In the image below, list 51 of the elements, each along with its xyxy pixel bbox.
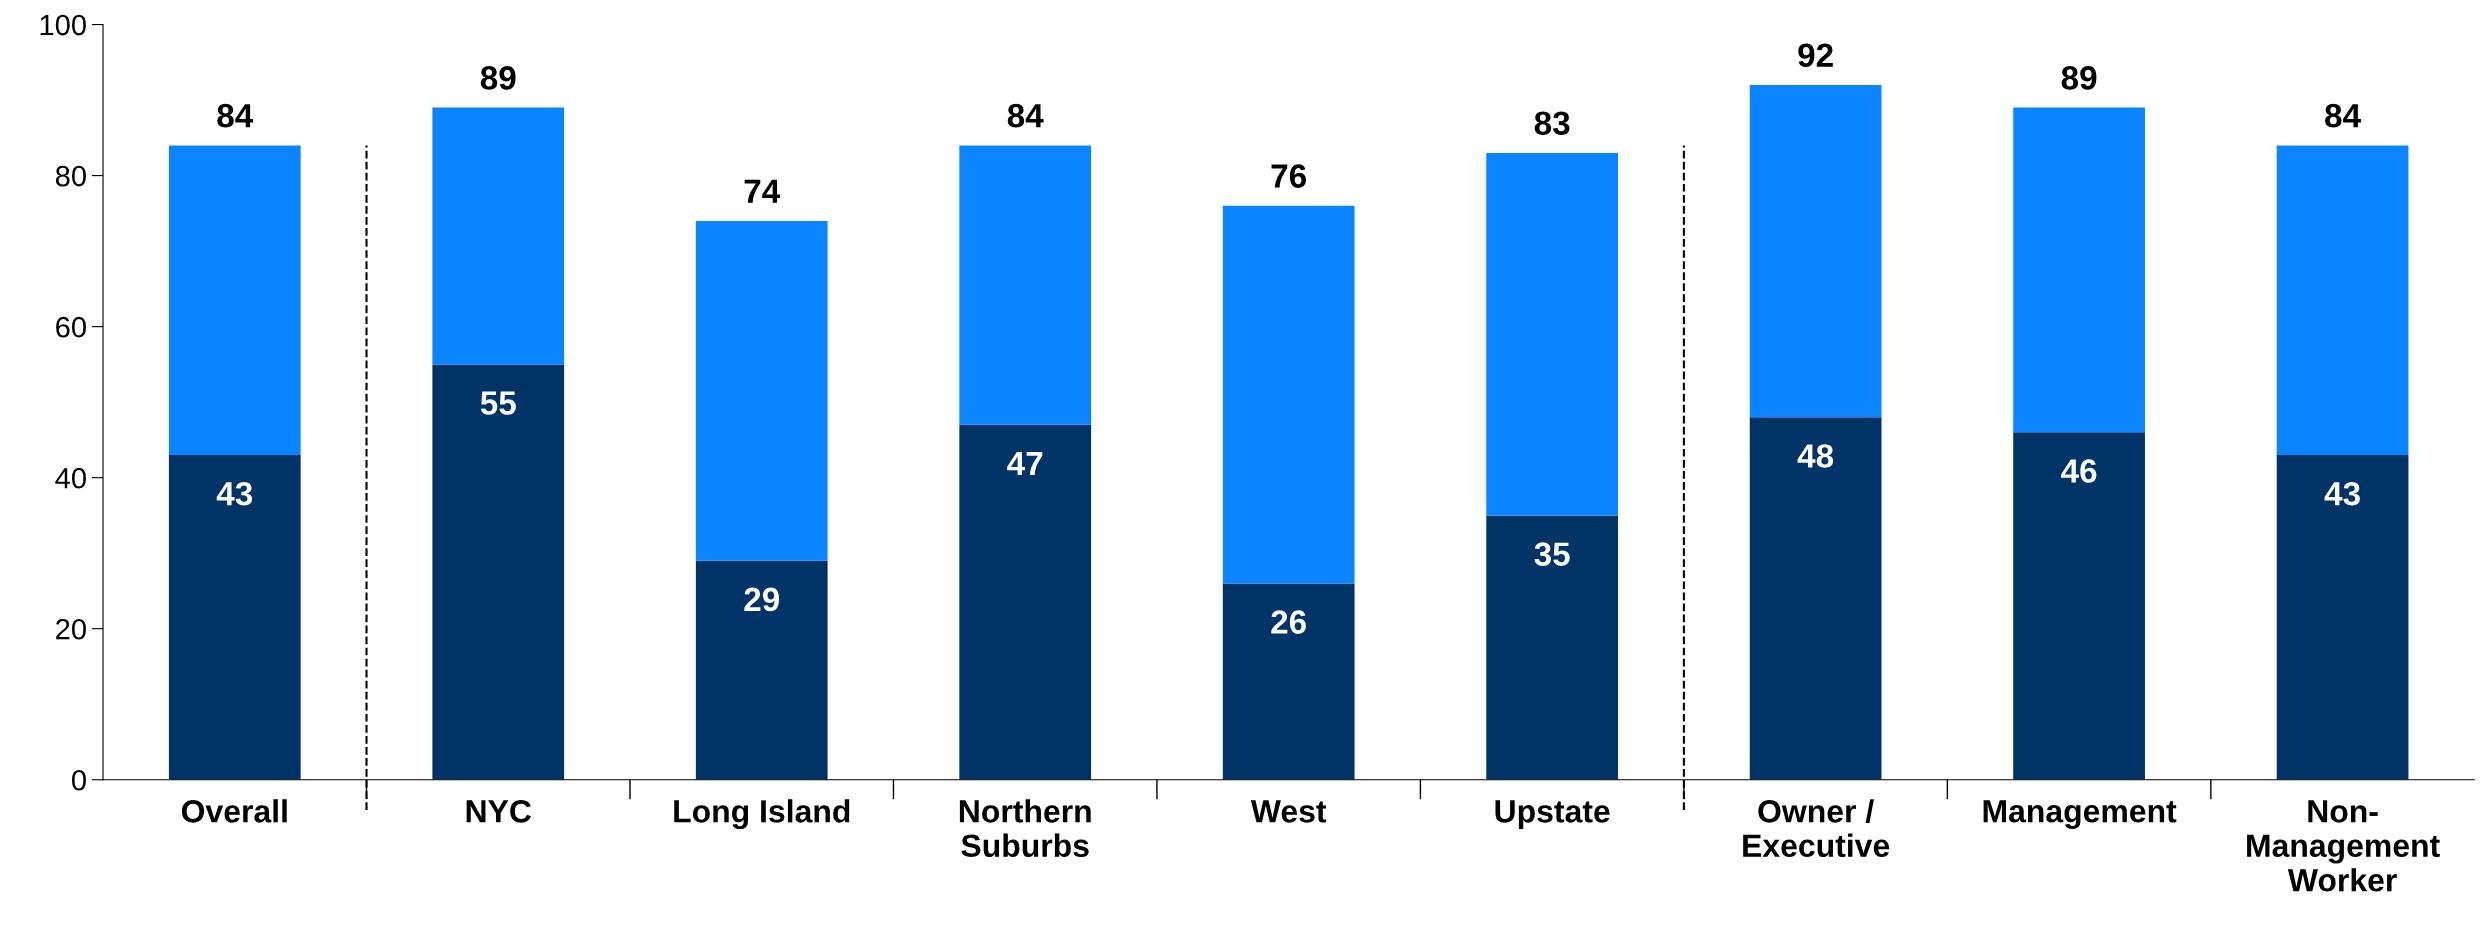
bar bbox=[695, 560, 828, 780]
bar bbox=[959, 145, 1092, 425]
total-label: 89 bbox=[2061, 66, 2097, 90]
total-label: 84 bbox=[2325, 103, 2361, 128]
x-tick-label: Management bbox=[1983, 800, 2177, 829]
bar bbox=[168, 455, 301, 780]
bar bbox=[2013, 107, 2145, 433]
total-label: 89 bbox=[480, 66, 516, 90]
x-tick-label: Non- Management Worker bbox=[2247, 800, 2440, 892]
bar bbox=[1222, 583, 1355, 780]
data-label: 43 bbox=[216, 481, 253, 506]
data-label: 55 bbox=[480, 391, 516, 415]
y-tick-label: 40 bbox=[55, 467, 86, 489]
bar bbox=[695, 220, 828, 561]
bar bbox=[1222, 205, 1355, 584]
data-label: 46 bbox=[2061, 459, 2097, 483]
y-tick-label: 100 bbox=[40, 14, 86, 36]
total-label: 76 bbox=[1271, 164, 1307, 188]
data-label: 26 bbox=[1271, 610, 1307, 634]
bar bbox=[432, 364, 565, 780]
bar bbox=[959, 424, 1092, 780]
data-label: 47 bbox=[1007, 452, 1043, 475]
data-label: 48 bbox=[1797, 444, 1834, 468]
total-label: 92 bbox=[1798, 43, 1833, 68]
x-tick-label: Northern Suburbs bbox=[959, 799, 1091, 858]
bar bbox=[1486, 152, 1619, 516]
bar bbox=[2276, 455, 2409, 780]
y-tick-label: 20 bbox=[56, 618, 86, 640]
bar bbox=[2276, 145, 2409, 456]
total-label: 84 bbox=[217, 103, 254, 128]
x-tick-label: Upstate bbox=[1495, 800, 1610, 829]
y-tick-label: 80 bbox=[55, 165, 86, 187]
x-tick-label: West bbox=[1250, 800, 1327, 823]
bar bbox=[1486, 515, 1619, 780]
x-tick-label: NYC bbox=[466, 800, 532, 823]
total-label: 83 bbox=[1534, 111, 1570, 136]
bar bbox=[432, 107, 565, 365]
x-tick-label: Long Island bbox=[674, 799, 850, 830]
x-tick-label: Owner / Executive bbox=[1743, 799, 1890, 858]
x-tick-label: Overall bbox=[181, 799, 287, 823]
data-label: 35 bbox=[1534, 542, 1570, 566]
y-tick-label: 0 bbox=[71, 769, 86, 791]
bar bbox=[2013, 432, 2145, 780]
total-label: 84 bbox=[1007, 103, 1044, 128]
bar bbox=[1749, 417, 1882, 780]
total-label: 74 bbox=[744, 179, 781, 203]
bar bbox=[168, 145, 301, 456]
bar bbox=[1749, 84, 1882, 418]
y-tick-label: 60 bbox=[56, 316, 86, 338]
data-label: 43 bbox=[2324, 481, 2360, 506]
data-label: 29 bbox=[744, 587, 780, 612]
